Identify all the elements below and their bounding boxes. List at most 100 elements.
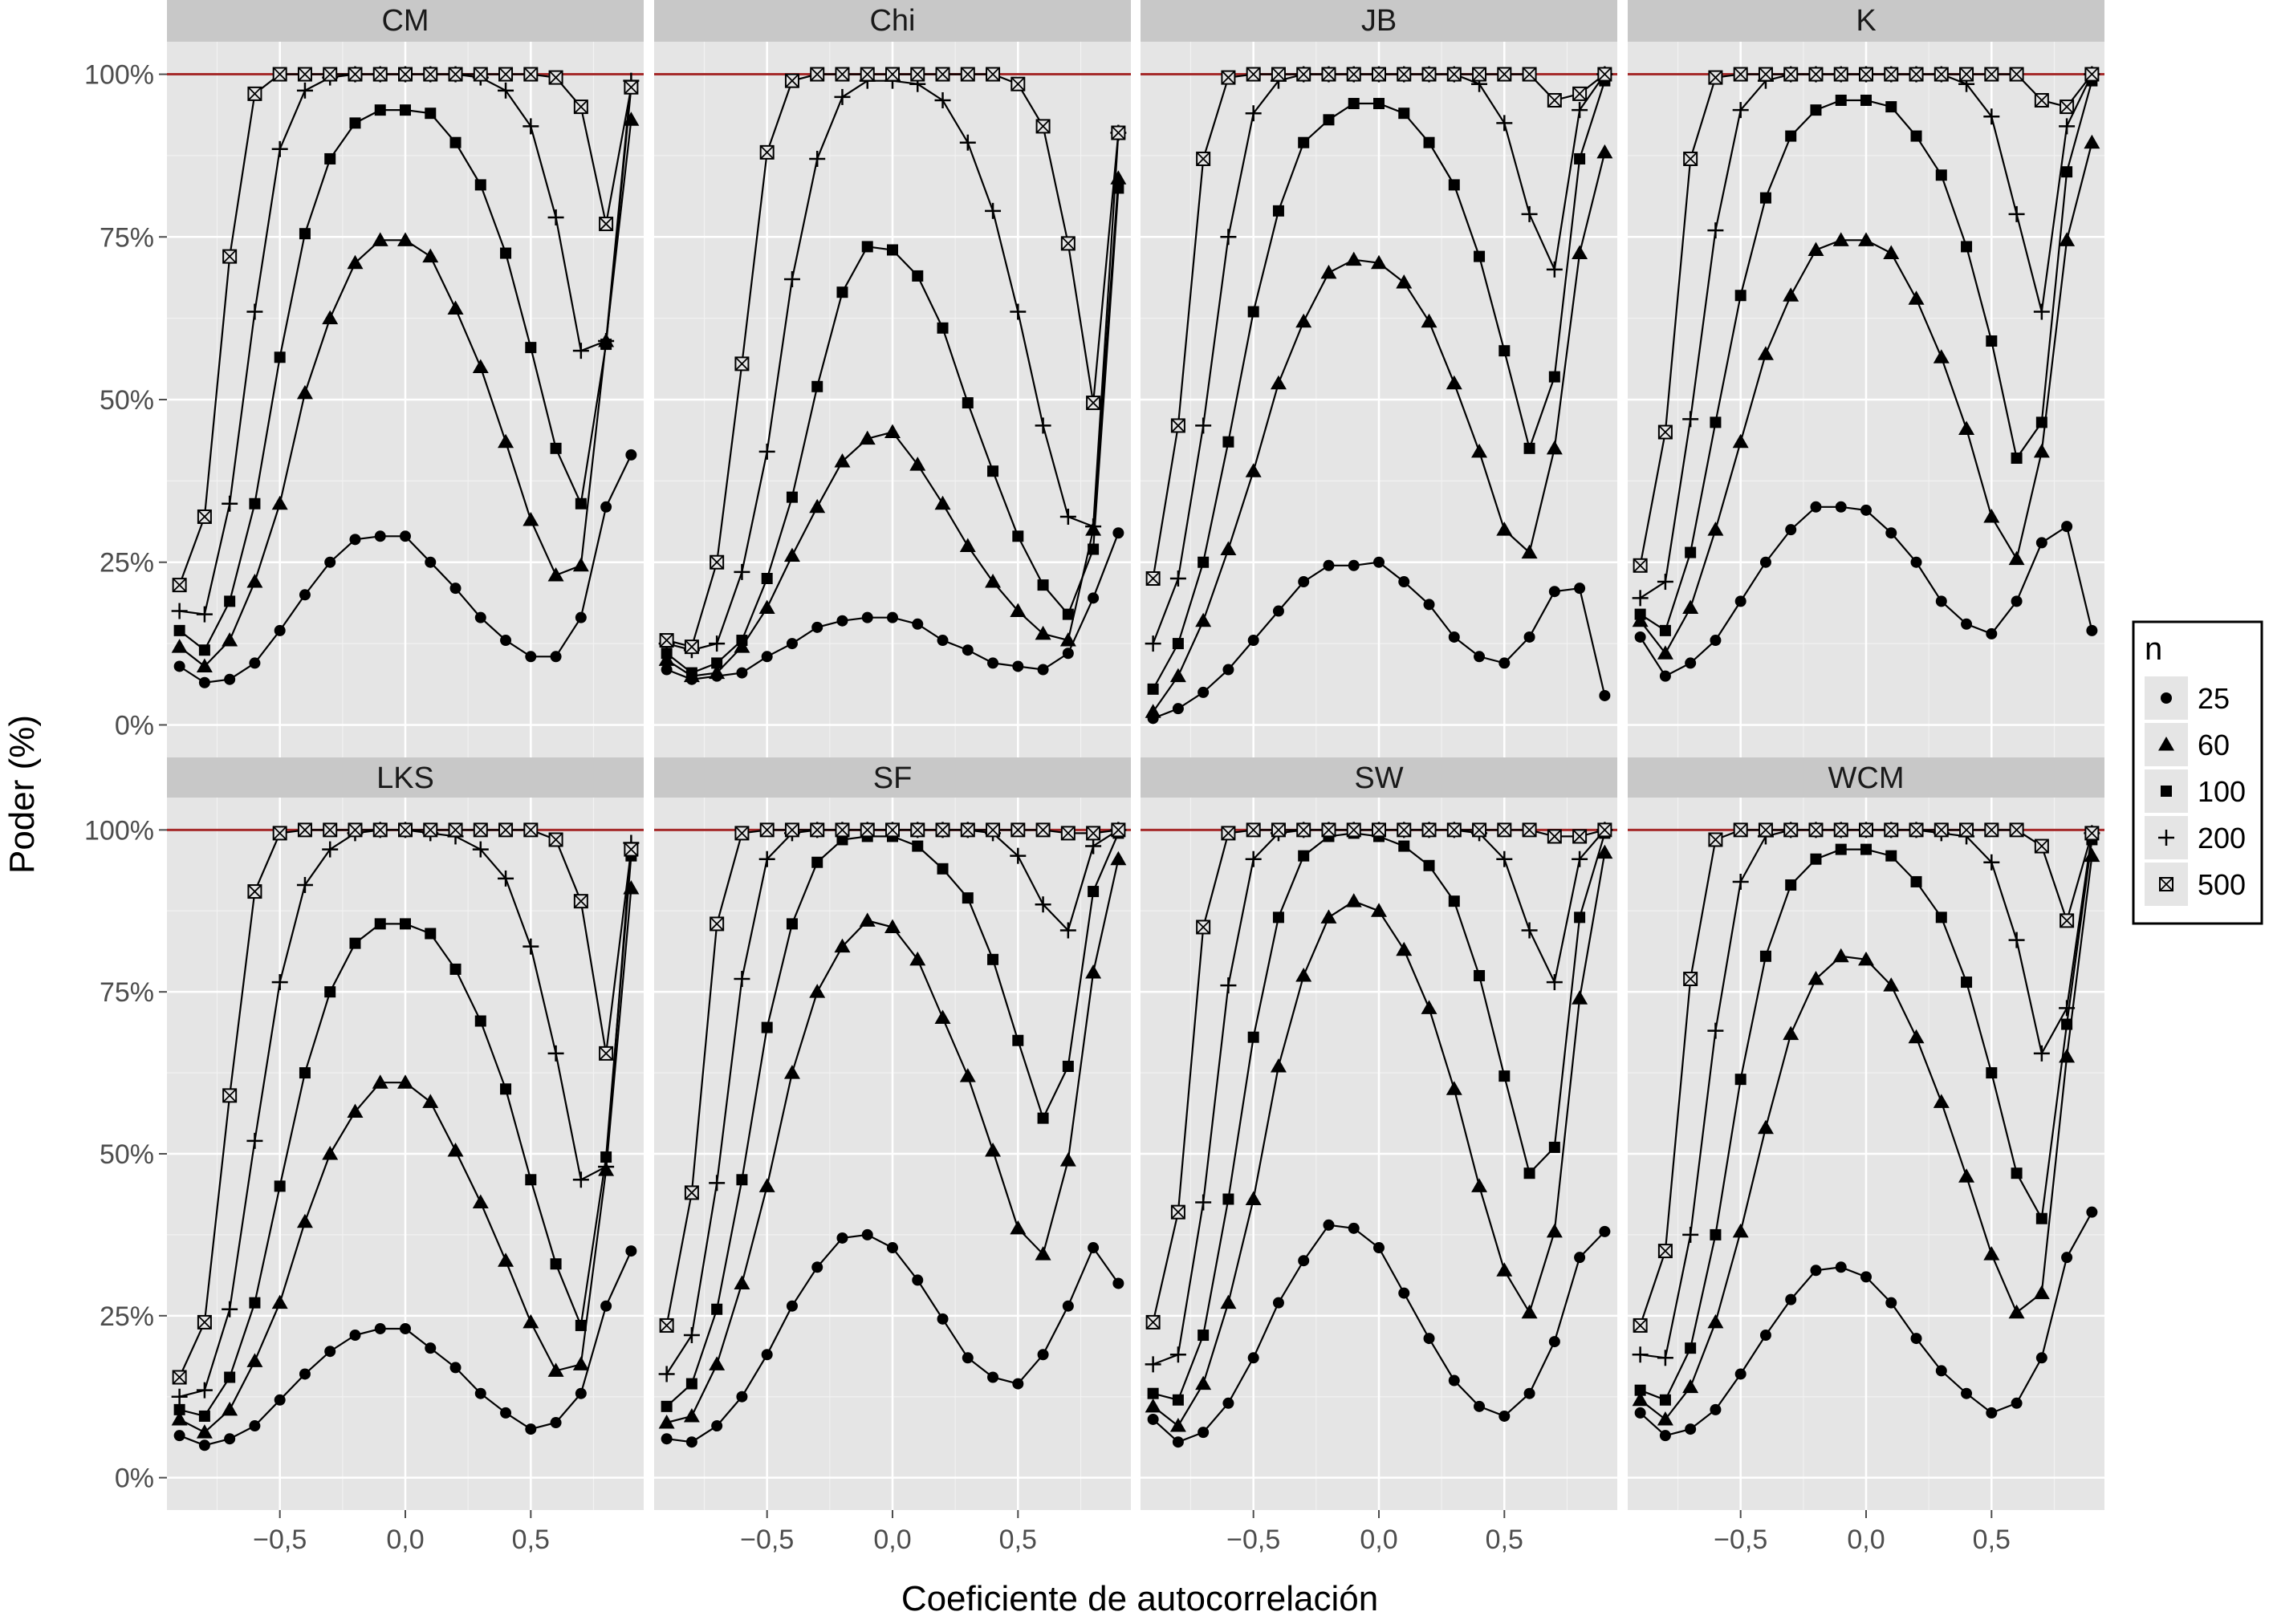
data-point xyxy=(709,1175,726,1192)
data-point xyxy=(347,254,364,270)
data-point xyxy=(1983,854,2000,871)
gridlines xyxy=(167,798,644,1510)
data-point xyxy=(1759,192,1771,204)
y-tick-label: 75% xyxy=(100,977,154,1008)
data-point xyxy=(985,574,1002,588)
data-point xyxy=(811,380,823,392)
data-point xyxy=(710,554,725,570)
data-point xyxy=(500,1407,512,1419)
data-point xyxy=(1523,631,1535,643)
facet-strip xyxy=(1628,0,2104,42)
data-point xyxy=(986,822,1001,838)
data-point xyxy=(500,247,512,259)
data-point xyxy=(935,822,950,838)
data-point xyxy=(222,249,238,264)
data-point xyxy=(1498,345,1511,357)
data-point xyxy=(709,635,726,652)
data-point xyxy=(1496,851,1513,867)
data-point xyxy=(885,67,900,82)
data-point xyxy=(685,667,697,679)
data-point xyxy=(1961,241,1973,253)
data-point xyxy=(685,1378,697,1390)
data-point xyxy=(1808,822,1824,838)
data-point xyxy=(1522,67,1537,82)
data-point xyxy=(172,1370,187,1385)
data-point xyxy=(734,563,750,580)
data-point xyxy=(1088,886,1100,898)
data-point xyxy=(1195,417,1212,434)
y-tick-label: 50% xyxy=(100,1139,154,1170)
data-point xyxy=(1807,971,1824,985)
series-n100 xyxy=(1147,75,1611,695)
data-point xyxy=(1883,245,1900,260)
data-point xyxy=(1220,977,1237,994)
data-point xyxy=(1733,67,1748,82)
data-point xyxy=(736,635,748,647)
data-point xyxy=(1059,922,1076,939)
data-point xyxy=(1708,70,1723,85)
data-point xyxy=(1934,822,1949,838)
x-tick-label: 0,0 xyxy=(386,1525,424,1555)
y-tick-label: 25% xyxy=(100,1301,154,1332)
data-point xyxy=(572,1356,589,1370)
data-point xyxy=(224,1433,236,1445)
data-point xyxy=(296,1213,313,1228)
data-point xyxy=(1272,911,1284,924)
data-point xyxy=(959,134,976,151)
data-point xyxy=(2011,595,2023,607)
data-point xyxy=(860,822,875,838)
data-point xyxy=(523,512,539,526)
data-point xyxy=(1037,579,1049,591)
data-point xyxy=(1710,1228,1722,1240)
series-n100 xyxy=(1634,75,2098,636)
data-point xyxy=(1035,822,1051,838)
data-point xyxy=(1707,522,1724,536)
data-point xyxy=(550,651,562,663)
data-point xyxy=(1859,822,1873,838)
legend-title: n xyxy=(2145,631,2162,667)
data-point xyxy=(372,232,388,246)
data-point xyxy=(525,1423,537,1435)
data-point xyxy=(761,651,773,663)
facet-strip xyxy=(654,0,1131,42)
data-point xyxy=(1371,254,1387,270)
data-point xyxy=(1169,570,1186,587)
data-point xyxy=(758,443,775,460)
data-point xyxy=(297,67,312,82)
data-point xyxy=(271,1294,288,1309)
data-point xyxy=(1169,1346,1186,1363)
data-point xyxy=(937,322,949,334)
data-point xyxy=(2008,205,2025,222)
data-point xyxy=(1574,1252,1586,1264)
data-point xyxy=(1572,86,1588,101)
data-point xyxy=(962,644,974,656)
legend-item-500: 500 xyxy=(2145,863,2246,906)
data-point xyxy=(1657,1244,1673,1259)
data-point xyxy=(934,91,951,108)
data-point xyxy=(1910,875,1922,887)
series-n60 xyxy=(1145,844,1613,1432)
data-point xyxy=(2059,1000,2076,1017)
data-point xyxy=(1835,94,1847,106)
data-point xyxy=(1222,436,1234,448)
data-point xyxy=(1421,67,1437,82)
data-point xyxy=(1497,67,1512,82)
data-point xyxy=(2035,1212,2047,1224)
data-point xyxy=(599,217,614,232)
legend-item-100: 100 xyxy=(2145,769,2246,813)
data-point xyxy=(1145,571,1161,586)
data-point xyxy=(198,644,210,656)
data-point xyxy=(498,433,514,449)
data-point xyxy=(661,664,673,676)
data-point xyxy=(1172,703,1184,715)
y-tick-label: 0% xyxy=(115,710,154,741)
data-point xyxy=(1396,941,1413,956)
data-point xyxy=(912,270,924,282)
data-point xyxy=(783,270,800,287)
data-point xyxy=(1523,1167,1535,1179)
data-point xyxy=(783,1065,800,1079)
data-point xyxy=(1472,67,1487,82)
data-point xyxy=(684,1185,699,1200)
data-point xyxy=(224,595,236,607)
data-point xyxy=(523,1313,539,1329)
